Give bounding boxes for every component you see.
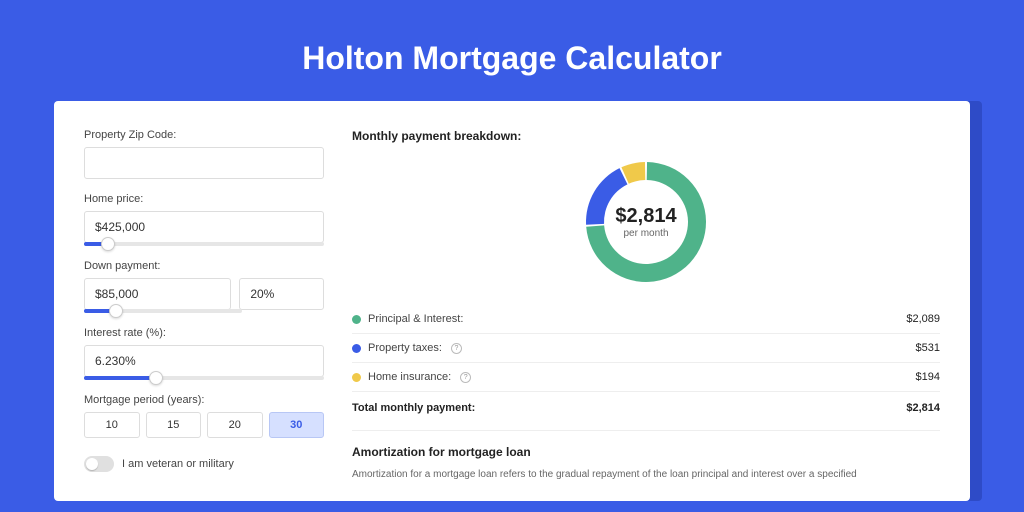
legend-row: Home insurance:? $194	[352, 363, 940, 391]
legend-label: Home insurance:	[368, 371, 451, 383]
zip-field: Property Zip Code:	[84, 129, 324, 179]
period-field: Mortgage period (years): 10152030	[84, 394, 324, 438]
breakdown-title: Monthly payment breakdown:	[352, 129, 940, 143]
period-label: Mortgage period (years):	[84, 394, 324, 406]
zip-input[interactable]	[84, 147, 324, 179]
zip-label: Property Zip Code:	[84, 129, 324, 141]
page-title: Holton Mortgage Calculator	[54, 40, 970, 77]
legend-amount: $194	[916, 371, 940, 383]
donut-chart: $2,814 per month	[352, 157, 940, 287]
toggle-knob	[86, 458, 98, 470]
legend-dot	[352, 344, 361, 353]
legend-row: Principal & Interest: $2,089	[352, 305, 940, 334]
legend-amount: $531	[916, 342, 940, 354]
rate-field: Interest rate (%):	[84, 327, 324, 380]
rate-slider[interactable]	[84, 376, 324, 380]
total-amount: $2,814	[906, 402, 940, 414]
period-button-30[interactable]: 30	[269, 412, 325, 438]
down-slider[interactable]	[84, 309, 242, 313]
donut-center-sub: per month	[615, 228, 676, 239]
rate-input[interactable]	[84, 345, 324, 377]
legend-label: Principal & Interest:	[368, 313, 463, 325]
down-label: Down payment:	[84, 260, 324, 272]
rate-label: Interest rate (%):	[84, 327, 324, 339]
period-button-20[interactable]: 20	[207, 412, 263, 438]
legend-dot	[352, 373, 361, 382]
info-icon[interactable]: ?	[451, 343, 462, 354]
veteran-toggle-row: I am veteran or military	[84, 456, 324, 472]
period-button-15[interactable]: 15	[146, 412, 202, 438]
amortization-text: Amortization for a mortgage loan refers …	[352, 467, 940, 482]
price-field: Home price:	[84, 193, 324, 246]
down-field: Down payment:	[84, 260, 324, 313]
total-label: Total monthly payment:	[352, 402, 475, 414]
inputs-column: Property Zip Code: Home price: Down paym…	[84, 129, 324, 501]
price-slider[interactable]	[84, 242, 324, 246]
legend-label: Property taxes:	[368, 342, 442, 354]
total-row: Total monthly payment: $2,814	[352, 391, 940, 424]
price-label: Home price:	[84, 193, 324, 205]
veteran-toggle[interactable]	[84, 456, 114, 472]
veteran-label: I am veteran or military	[122, 458, 234, 470]
calculator-card: Property Zip Code: Home price: Down paym…	[54, 101, 970, 501]
legend-dot	[352, 315, 361, 324]
amortization-section: Amortization for mortgage loan Amortizat…	[352, 430, 940, 482]
donut-center-value: $2,814	[615, 205, 676, 228]
legend-row: Property taxes:? $531	[352, 334, 940, 363]
amortization-title: Amortization for mortgage loan	[352, 445, 940, 459]
legend-amount: $2,089	[906, 313, 940, 325]
price-input[interactable]	[84, 211, 324, 243]
period-button-10[interactable]: 10	[84, 412, 140, 438]
down-pct-input[interactable]	[239, 278, 324, 310]
breakdown-column: Monthly payment breakdown: $2,814 per mo…	[352, 129, 940, 501]
info-icon[interactable]: ?	[460, 372, 471, 383]
down-amount-input[interactable]	[84, 278, 231, 310]
